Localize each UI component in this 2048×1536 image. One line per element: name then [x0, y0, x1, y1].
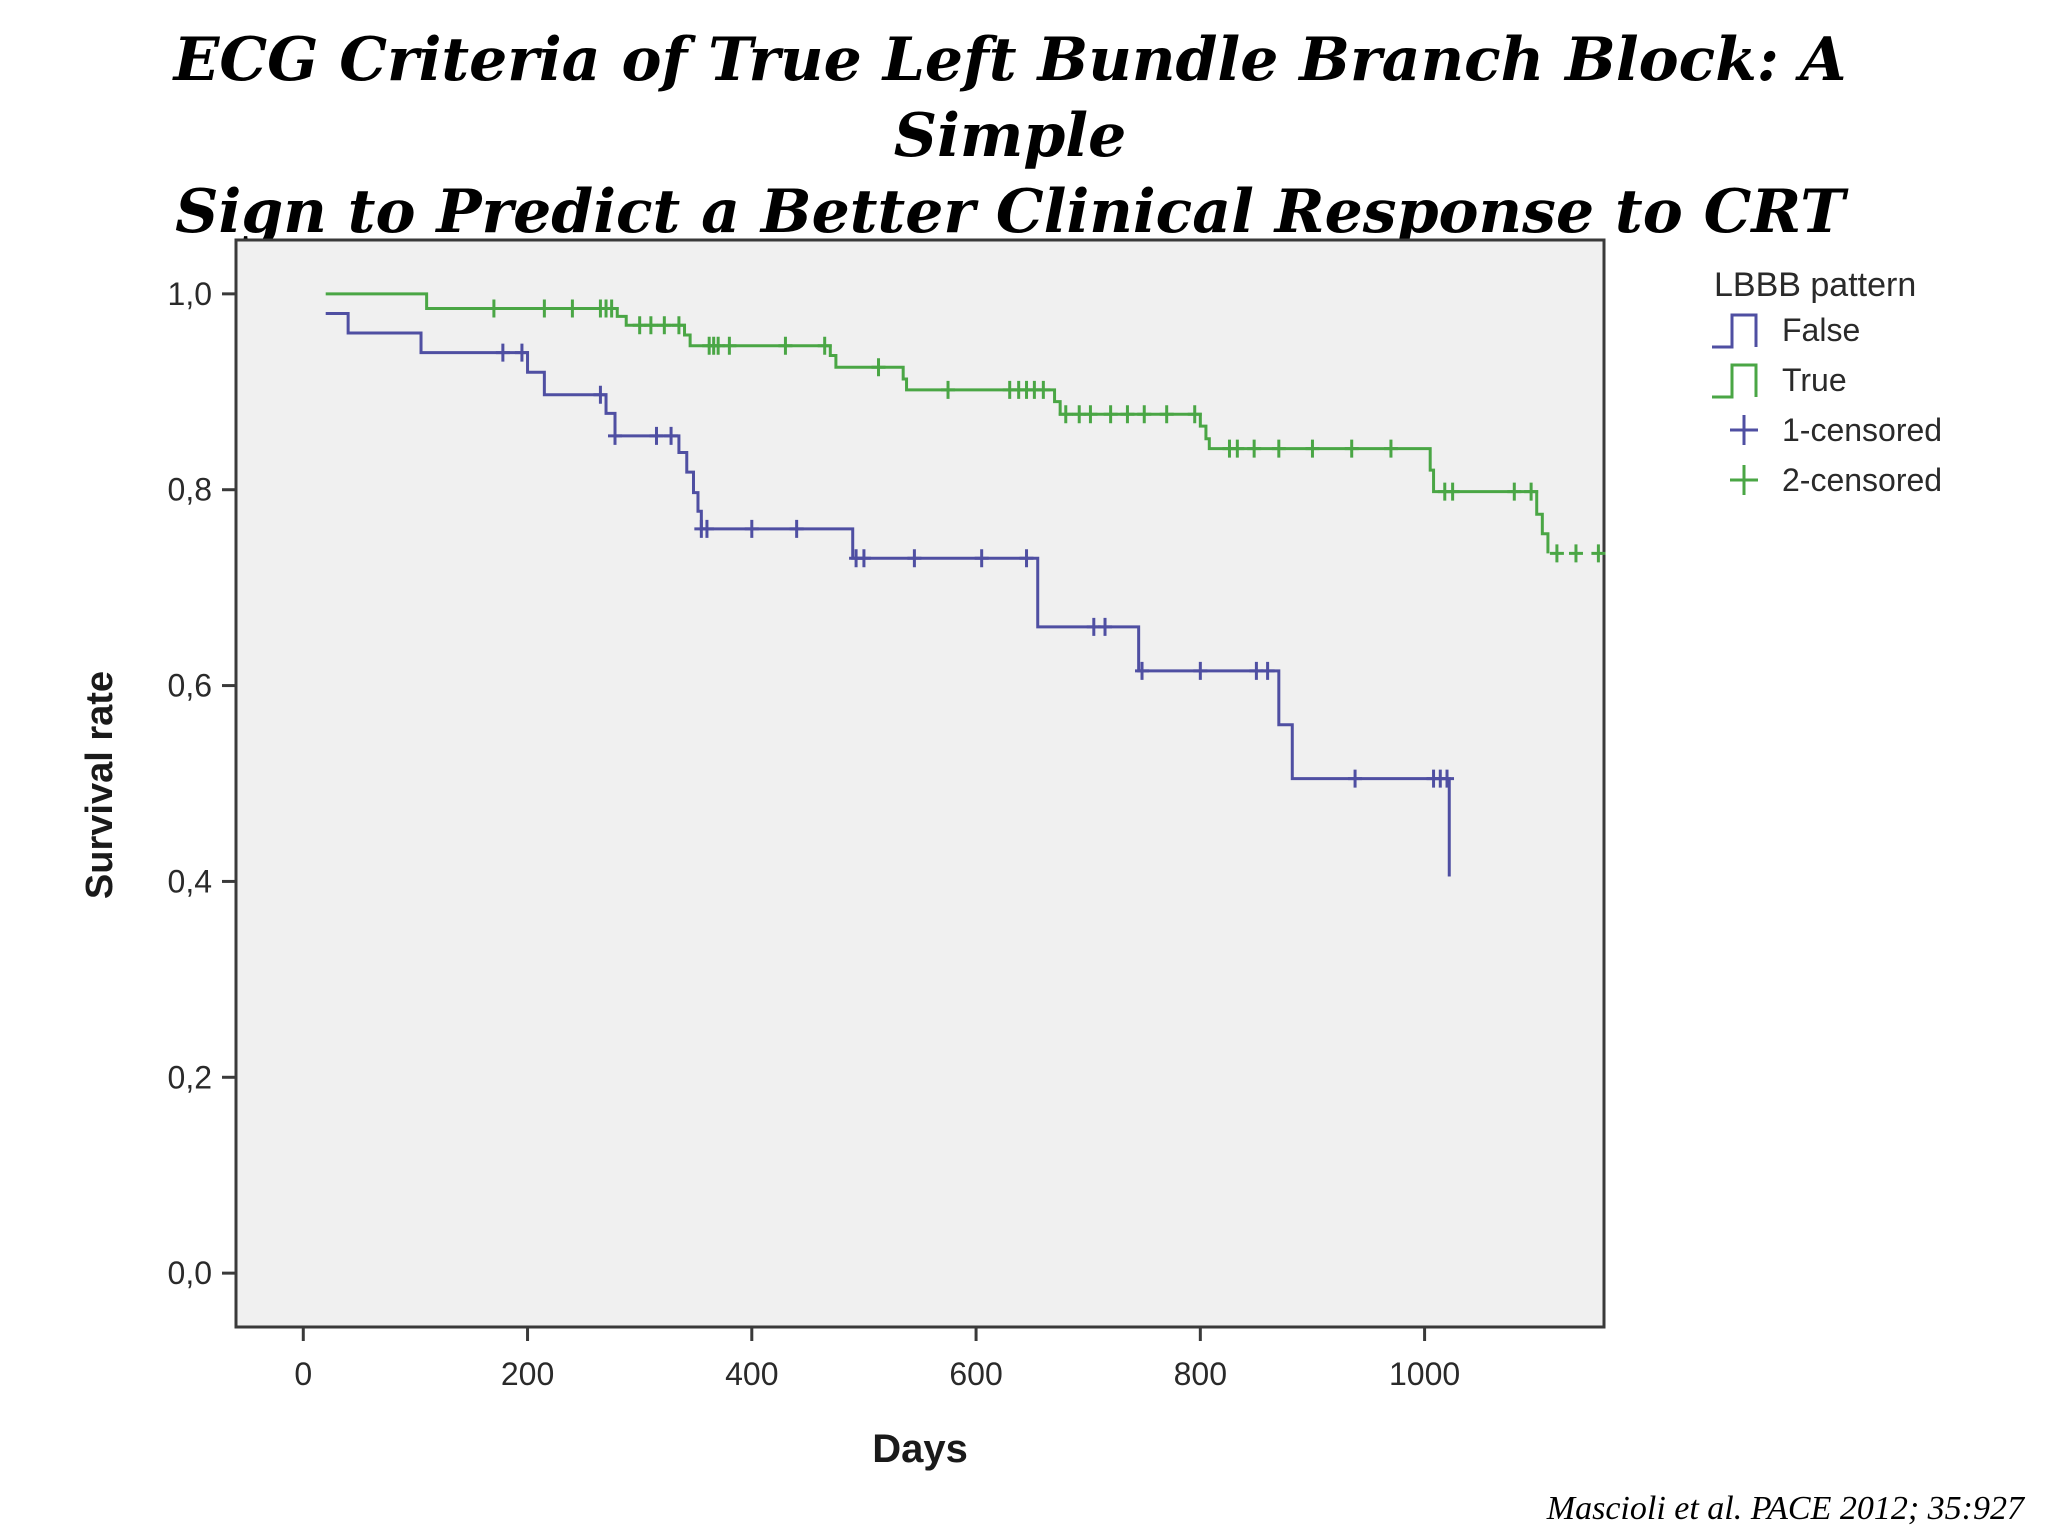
censor-mark-false — [974, 549, 989, 568]
y-tick-label: 0,2 — [168, 1059, 212, 1095]
censor-mark-true — [1159, 405, 1174, 424]
y-tick-label: 0,4 — [168, 863, 212, 899]
censor-mark-true — [817, 336, 832, 355]
censor-mark-true — [537, 299, 552, 318]
censor-mark-false — [514, 343, 529, 362]
censor-mark-true — [1187, 405, 1202, 424]
slide-title-line-2: Sign to Predict a Better Clinical Respon… — [175, 177, 1845, 247]
censor-mark-true — [486, 299, 501, 318]
censor-mark-false — [664, 426, 679, 445]
censor-mark-true — [1549, 544, 1564, 563]
x-tick-label: 800 — [1174, 1356, 1227, 1392]
slide-title-line-1: ECG Criteria of True Left Bundle Branch … — [173, 25, 1847, 171]
citation: Mascioli et al. PACE 2012; 35:927 — [1546, 1490, 2024, 1527]
censor-mark-true — [1103, 405, 1118, 424]
censor-mark-true — [941, 380, 956, 399]
legend-label: 2-censored — [1782, 462, 1942, 498]
censor-mark-true — [1247, 439, 1262, 458]
censor-mark-false — [699, 519, 714, 538]
censor-mark-true — [1568, 544, 1583, 563]
censor-mark-false — [1135, 661, 1150, 680]
censor-mark-true — [565, 299, 580, 318]
censor-mark-true — [1524, 482, 1539, 501]
legend-swatch-1-censored — [1730, 415, 1758, 445]
censor-mark-true — [604, 299, 619, 318]
legend-swatch-true — [1712, 363, 1758, 399]
censor-mark-false — [1098, 617, 1113, 636]
censor-mark-false — [1019, 549, 1034, 568]
series-line-false — [325, 311, 1451, 877]
censor-mark-true — [1230, 439, 1245, 458]
censor-mark-true — [1058, 405, 1073, 424]
censor-mark-true — [671, 316, 686, 335]
censor-mark-true — [657, 316, 672, 335]
legend-swatch-false — [1712, 313, 1758, 349]
censor-mark-false — [1260, 661, 1275, 680]
censor-mark-false — [495, 343, 510, 362]
y-tick-label: 1,0 — [168, 276, 212, 312]
censor-mark-false — [649, 426, 664, 445]
censor-mark-true — [1507, 482, 1522, 501]
censor-mark-true — [1591, 544, 1606, 563]
slide-title: ECG Criteria of True Left Bundle Branch … — [60, 22, 1960, 250]
censor-mark-true — [778, 336, 793, 355]
legend-label: False — [1782, 312, 1860, 348]
y-axis: 0,0 0,2 0,4 0,6 0,8 1,0 — [168, 276, 236, 1291]
censor-mark-false — [856, 549, 871, 568]
censor-mark-true — [1083, 405, 1098, 424]
censor-mark-true — [643, 316, 658, 335]
censor-mark-true — [1383, 439, 1398, 458]
censor-mark-false — [608, 426, 623, 445]
censor-mark-false — [593, 385, 608, 404]
censor-mark-true — [1036, 380, 1051, 399]
censor-mark-true — [1344, 439, 1359, 458]
censor-mark-false — [744, 519, 759, 538]
plot-area — [234, 238, 1606, 1329]
y-tick-label: 0,0 — [168, 1255, 212, 1291]
x-tick-label: 600 — [949, 1356, 1002, 1392]
censor-mark-true — [1137, 405, 1152, 424]
legend-swatch-2-censored — [1730, 465, 1758, 495]
censor-mark-false — [789, 519, 804, 538]
censor-mark-true — [1271, 439, 1286, 458]
x-tick-label: 200 — [501, 1356, 554, 1392]
censor-mark-true — [871, 358, 886, 377]
censor-mark-true — [722, 336, 737, 355]
legend-label: 1-censored — [1782, 412, 1942, 448]
x-tick-label: 0 — [294, 1356, 312, 1392]
legend-title: LBBB pattern — [1714, 266, 1916, 304]
censor-mark-false — [907, 549, 922, 568]
y-tick-label: 0,6 — [168, 668, 212, 704]
y-tick-label: 0,8 — [168, 472, 212, 508]
censor-mark-true — [1120, 405, 1135, 424]
censor-mark-false — [1348, 769, 1363, 788]
series-layer — [325, 292, 1606, 877]
legend-label: True — [1782, 362, 1847, 398]
censor-mark-true — [1445, 482, 1460, 501]
censor-mark-true — [1305, 439, 1320, 458]
censor-mark-false — [1193, 661, 1208, 680]
x-axis: 0 200 400 600 800 1000 — [294, 1327, 1460, 1392]
x-axis-title: Days — [872, 1427, 968, 1471]
x-tick-label: 1000 — [1389, 1356, 1460, 1392]
censor-mark-false — [1440, 769, 1455, 788]
legend: LBBB pattern False True 1-censored 2-censor… — [1712, 266, 1942, 498]
x-tick-label: 400 — [725, 1356, 778, 1392]
y-axis-title: Survival rate — [79, 671, 121, 899]
